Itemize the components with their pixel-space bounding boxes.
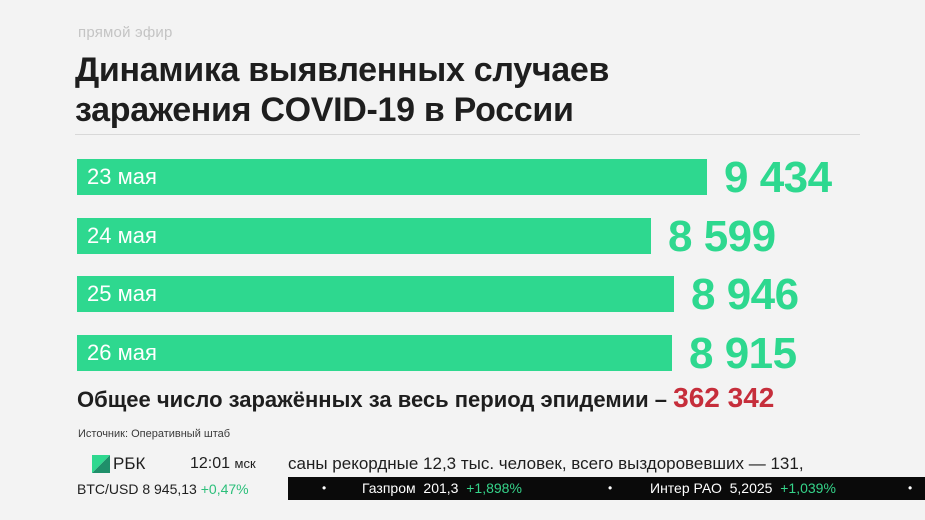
total-cases-line: Общее число заражённых за весь период эп… (77, 382, 774, 414)
source-note: Источник: Оперативный штаб (78, 428, 231, 440)
bar-value-label: 9 434 (724, 153, 832, 202)
bar: 24 мая (77, 218, 651, 254)
bar: 25 мая (77, 276, 674, 312)
btc-price: BTC/USD 8 945,13 (77, 481, 197, 497)
title-divider (75, 134, 860, 135)
stock-name: Интер РАО (650, 480, 722, 496)
btc-change: +0,47% (200, 481, 249, 497)
bar-value-label: 8 599 (668, 212, 776, 261)
ticker-separator: • (608, 481, 613, 495)
bar-category-label: 23 мая (87, 164, 157, 189)
rbc-logo-text: РБК (113, 454, 146, 473)
stock-price: 5,2025 (729, 480, 773, 496)
ticker-clock: 12:01 мск (190, 455, 256, 473)
chart-title: Динамика выявленных случаев заражения CO… (75, 50, 609, 130)
stock-quote-gazprom: Газпром 201,3 +1,898% (362, 477, 522, 500)
stock-change: +1,898% (466, 480, 522, 496)
chart-title-line-1: Динамика выявленных случаев (75, 51, 610, 89)
bar: 23 мая (77, 159, 707, 195)
bar-value-label: 8 946 (691, 270, 799, 319)
total-cases-value: 362 342 (673, 382, 775, 413)
stock-price: 201,3 (423, 480, 459, 496)
stock-name: Газпром (362, 480, 416, 496)
bar-value-label: 8 915 (689, 329, 797, 378)
bar: 26 мая (77, 335, 672, 371)
btc-quote: BTC/USD 8 945,13 +0,47% (77, 481, 249, 497)
bar-category-label: 25 мая (87, 281, 157, 306)
chart-title-line-2: заражения COVID-19 в России (75, 91, 574, 129)
clock-timezone: мск (234, 456, 256, 471)
bar-category-label: 24 мая (87, 223, 157, 248)
bar-category-label: 26 мая (87, 340, 157, 365)
ticker-separator: • (322, 481, 327, 495)
stock-quote-inter-rao: Интер РАО 5,2025 +1,039% (650, 477, 836, 500)
rbc-logo: РБК (92, 454, 145, 474)
ticker-separator: • (908, 481, 913, 495)
total-cases-text: Общее число заражённых за весь период эп… (77, 387, 668, 412)
rbc-logo-icon (92, 455, 110, 473)
news-crawl: саны рекордные 12,3 тыс. человек, всего … (288, 454, 804, 473)
live-broadcast-label: прямой эфир (78, 24, 173, 41)
stock-change: +1,039% (780, 480, 836, 496)
clock-time: 12:01 (190, 455, 231, 472)
stock-ticker: • Газпром 201,3 +1,898% • Интер РАО 5,20… (288, 477, 925, 500)
